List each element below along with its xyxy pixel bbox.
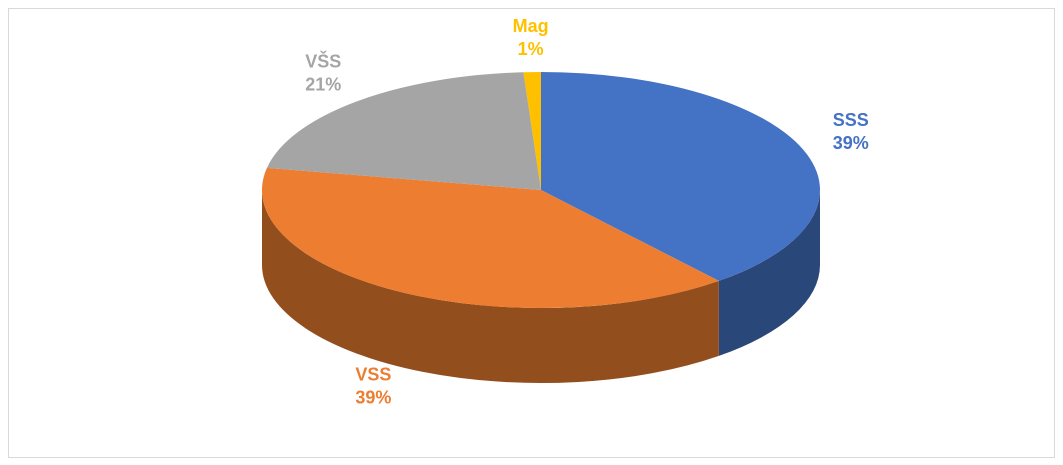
pie-sides	[262, 190, 820, 383]
data-label-value: 39%	[833, 133, 869, 153]
pie-slice	[262, 167, 719, 308]
data-label-name: VSS	[355, 365, 391, 385]
data-label-value: 39%	[355, 388, 391, 408]
data-label-value: 21%	[305, 75, 341, 95]
pie-slice	[541, 72, 820, 281]
pie-slice-side	[262, 190, 719, 383]
pie-slice	[266, 72, 541, 190]
data-label-name: SSS	[833, 110, 869, 130]
pie-slice	[523, 72, 541, 190]
data-label-name: VŠS	[305, 51, 341, 72]
data-label-name: Mag	[513, 16, 549, 36]
pie-slice-side	[718, 190, 820, 356]
data-label-value: 1%	[518, 39, 544, 59]
pie-tops	[262, 72, 820, 308]
